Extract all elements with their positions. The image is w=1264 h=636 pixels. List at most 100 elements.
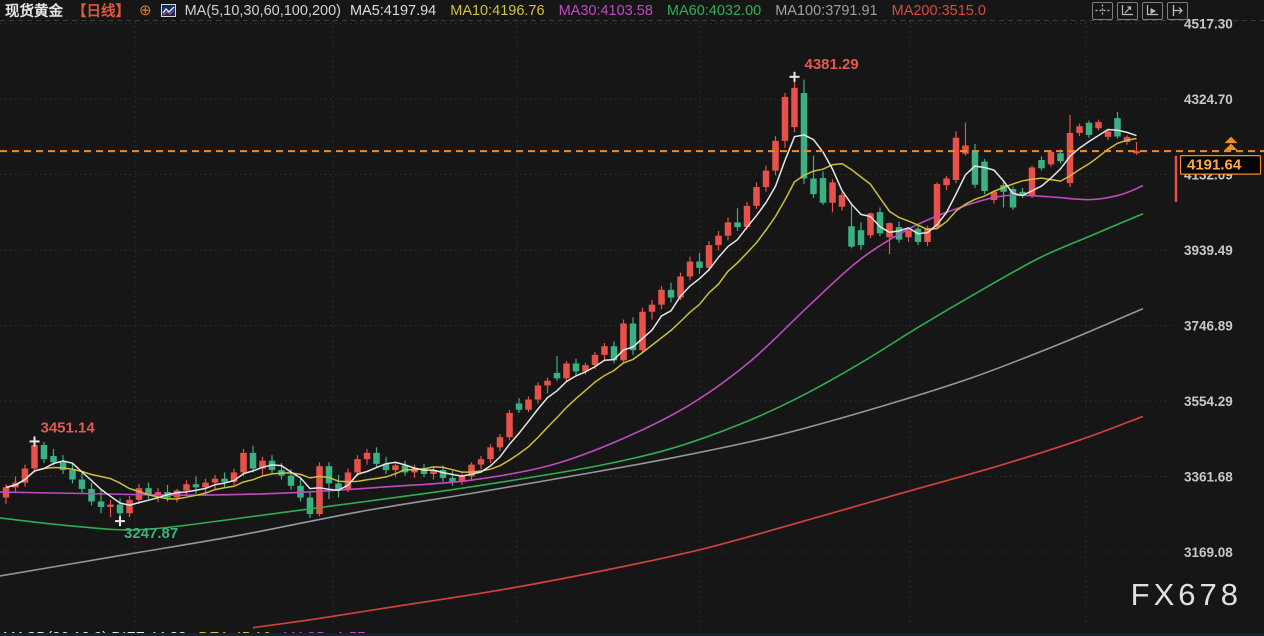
candle: [990, 191, 998, 201]
timeframe-label[interactable]: 【日线】: [72, 4, 130, 20]
ma-value: MA5:4197.94: [349, 2, 437, 19]
candle: [962, 145, 969, 154]
ma60-line: [0, 212, 1144, 531]
candle: [1095, 122, 1102, 129]
candle: [648, 304, 656, 312]
candle: [50, 455, 57, 463]
candle: [1114, 118, 1121, 137]
candle: [857, 230, 865, 246]
candle: [506, 412, 513, 438]
candle: [762, 170, 770, 188]
candle: [534, 385, 542, 400]
candle: [971, 151, 979, 185]
candle: [249, 452, 257, 469]
candle: [515, 403, 523, 410]
candle: [667, 289, 675, 298]
candle: [724, 222, 732, 236]
candle: [772, 140, 779, 171]
candle: [183, 484, 190, 491]
candle: [420, 468, 428, 475]
axis-tick-label: 3554.29: [1184, 394, 1233, 409]
candles-layer: [2, 76, 1140, 522]
candle: [705, 245, 713, 268]
axis-tick-label: 3169.08: [1184, 545, 1233, 560]
scale-right-icon[interactable]: [1142, 1, 1163, 20]
candle: [306, 497, 314, 515]
axis-tick-label: 3361.68: [1184, 469, 1233, 484]
chart-toolbar: [1092, 1, 1188, 20]
candle: [563, 363, 570, 379]
candle: [392, 465, 399, 471]
candle: [1076, 126, 1083, 133]
candle: [924, 227, 931, 242]
price-axis: 4517.304324.704132.093939.493746.893554.…: [1184, 16, 1233, 560]
axis-tick-label: 4517.30: [1184, 16, 1233, 31]
candle: [21, 468, 29, 483]
candle: [829, 182, 836, 203]
candle: [572, 363, 580, 372]
candle: [31, 445, 38, 469]
candle: [382, 463, 390, 471]
chart-logo-icon: [160, 4, 176, 17]
candle: [553, 372, 561, 379]
candle: [259, 460, 266, 469]
macd-value: MACD:-1.57: [283, 629, 366, 636]
price-annotation: 3247.87: [124, 525, 178, 542]
candle: [525, 399, 532, 410]
candle: [449, 477, 456, 482]
candle: [496, 437, 504, 448]
candle: [211, 478, 219, 483]
candle: [116, 504, 124, 514]
axis-tick-label: 4324.70: [1184, 92, 1233, 107]
ma10-line: [5, 137, 1137, 500]
candle: [59, 462, 67, 471]
candle: [69, 470, 76, 480]
candle: [1085, 122, 1093, 135]
ma-value: MA30:4103.58: [558, 2, 653, 19]
candle: [781, 96, 789, 141]
candle: [914, 228, 922, 242]
candle: [933, 183, 941, 228]
pan-right-icon[interactable]: [1167, 1, 1188, 20]
candle: [97, 501, 105, 507]
candle: [791, 87, 798, 128]
annotations-layer: 4381.29 3451.14 3247.87: [29, 56, 859, 542]
add-indicator-icon[interactable]: ⊕: [139, 2, 152, 19]
candle: [145, 488, 152, 496]
axis-tick-label: 3939.49: [1184, 243, 1233, 258]
candle: [582, 365, 589, 372]
price-annotation: 3451.14: [41, 419, 96, 436]
candle: [354, 459, 361, 473]
candle: [230, 472, 238, 482]
candle: [287, 475, 295, 486]
ma30-line: [0, 184, 1144, 496]
candle: [610, 346, 618, 361]
candle: [439, 470, 447, 478]
candle: [743, 205, 751, 228]
symbol-name: 现货黄金: [5, 4, 63, 20]
ma-value: MA60:4032.00: [666, 2, 762, 19]
candle: [981, 161, 988, 192]
candle: [1104, 131, 1112, 137]
crosshair-icon[interactable]: [1092, 1, 1113, 20]
ma-value: MA10:4196.76: [450, 2, 545, 19]
candle: [202, 482, 209, 488]
candle: [107, 504, 114, 507]
candle: [316, 466, 323, 515]
macd-indicator-row: MACD(26,12,9) DIFF:44.38 DEA:45.16 MACD:-1…: [3, 629, 377, 636]
scale-up-icon[interactable]: [1117, 1, 1138, 20]
candle: [848, 226, 855, 247]
ma-values: MA5:4197.94 MA10:4196.76 MA30:4103.58 MA60:…: [350, 3, 986, 19]
candle: [867, 213, 874, 236]
last-price-tag: 4191.64: [1187, 157, 1242, 174]
ma-lines-layer: [0, 128, 1144, 629]
candle: [78, 479, 86, 489]
ma-value: MA100:3791.91: [775, 2, 878, 19]
candle: [601, 346, 608, 355]
candle: [325, 466, 333, 484]
ma-settings-label[interactable]: MA(5,10,30,60,100,200): [184, 2, 341, 19]
candle: [1028, 167, 1036, 196]
candle: [373, 452, 380, 464]
